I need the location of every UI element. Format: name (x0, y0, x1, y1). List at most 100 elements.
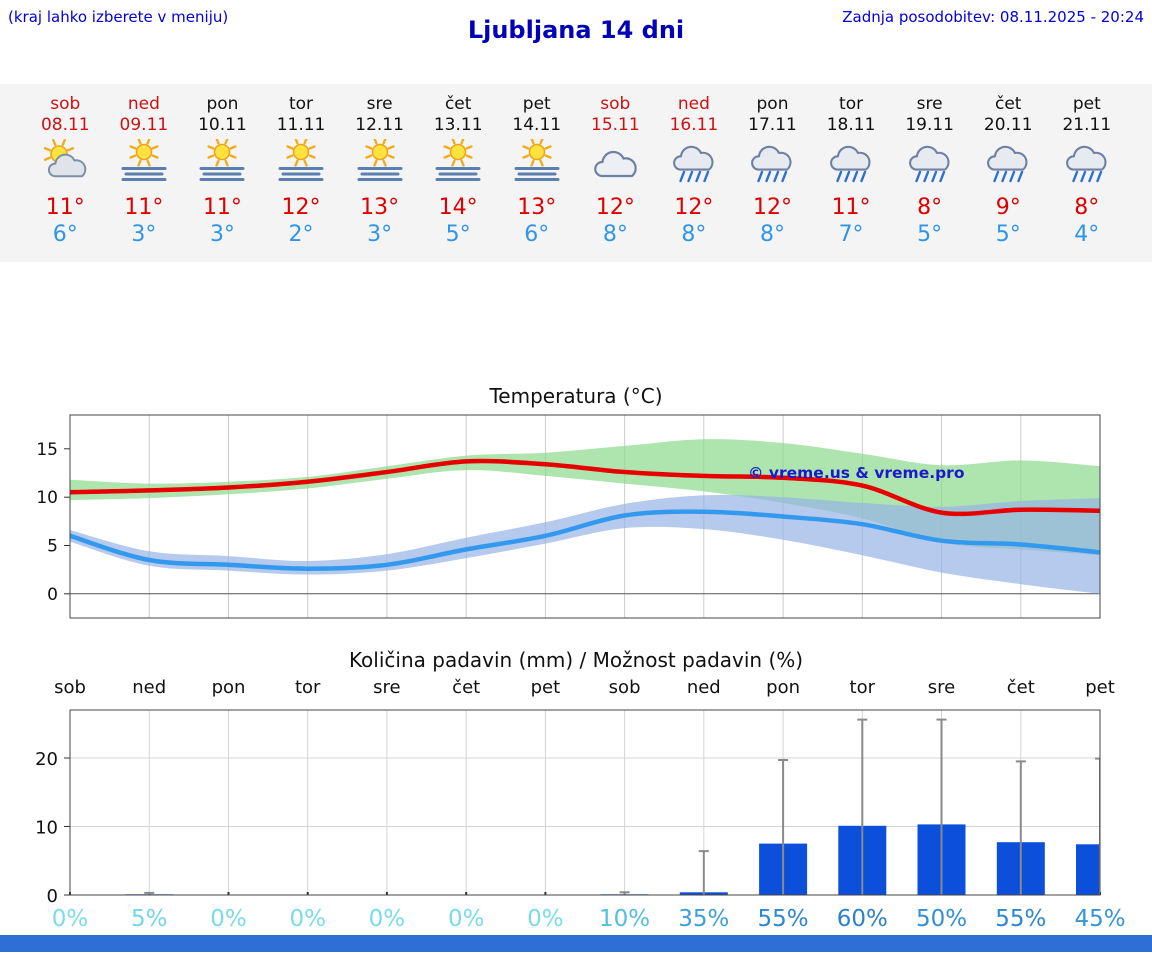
day-low-temp: 5° (995, 222, 1021, 247)
svg-text:10: 10 (36, 488, 58, 508)
precip-probability: 60% (837, 906, 888, 932)
forecast-day-09.11[interactable]: ned 09.11 11° 3° (105, 94, 184, 248)
day-name: sre (366, 94, 393, 114)
day-date: 10.11 (198, 115, 247, 135)
svg-text:0: 0 (47, 585, 58, 605)
precip-probability: 0% (210, 906, 247, 932)
sun-fog-icon (262, 137, 341, 191)
precip-probability: 55% (758, 906, 809, 932)
day-date: 12.11 (355, 115, 404, 135)
precip-probability: 0% (448, 906, 485, 932)
forecast-day-17.11[interactable]: pon 17.11 12° 8° (733, 94, 812, 248)
svg-text:pon: pon (212, 677, 246, 698)
day-name: ned (677, 94, 710, 114)
precip-probability: 0% (527, 906, 564, 932)
day-date: 08.11 (40, 115, 90, 135)
forecast-day-14.11[interactable]: pet 14.11 13° 6° (497, 94, 576, 248)
day-date: 21.11 (1062, 115, 1112, 135)
page-title: Ljubljana 14 dni (467, 16, 685, 44)
day-date: 17.11 (748, 115, 797, 135)
day-name: pon (756, 94, 789, 114)
day-date: 09.11 (119, 115, 169, 135)
precipitation-section: Količina padavin (mm) / Možnost padavin … (0, 648, 1152, 934)
day-date: 19.11 (905, 115, 954, 135)
day-name: pet (522, 94, 551, 114)
svg-text:pon: pon (766, 677, 800, 698)
day-date: 16.11 (669, 115, 719, 135)
forecast-day-19.11[interactable]: sre 19.11 8° 5° (890, 94, 969, 248)
sun-fog-icon (105, 137, 184, 191)
svg-text:sob: sob (609, 677, 641, 698)
svg-text:sre: sre (373, 677, 400, 698)
day-date: 13.11 (433, 115, 483, 135)
precip-probability: 45% (1074, 906, 1125, 932)
precip-probability: 50% (916, 906, 967, 932)
precip-probability: 55% (995, 906, 1046, 932)
precipitation-chart: sob ned pon tor sre čet pet sob ned pon tor sre čet p… (35, 677, 1125, 932)
day-high-temp: 8° (1074, 195, 1100, 220)
svg-text:pet: pet (531, 677, 561, 698)
temperature-chart-title: Temperatura (°C) (489, 384, 663, 408)
precip-probability: 0% (369, 906, 406, 932)
day-low-temp: 3° (131, 222, 157, 247)
svg-text:čet: čet (1007, 677, 1035, 698)
day-high-temp: 11° (45, 195, 85, 220)
day-name: sre (916, 94, 943, 114)
day-name: tor (839, 94, 864, 114)
svg-text:sob: sob (54, 677, 86, 698)
day-low-temp: 5° (917, 222, 943, 247)
svg-text:čet: čet (452, 677, 480, 698)
svg-text:ned: ned (687, 677, 721, 698)
day-low-temp: 4° (1074, 222, 1100, 247)
rain-icon (1048, 139, 1127, 191)
sun-cloud-icon (26, 138, 105, 191)
forecast-day-13.11[interactable]: čet 13.11 14° 5° (419, 94, 498, 248)
forecast-day-08.11[interactable]: sob 08.11 11° 6° (26, 94, 105, 248)
day-high-temp: 12° (752, 195, 792, 220)
day-high-temp: 11° (831, 195, 871, 220)
day-low-temp: 3° (209, 222, 235, 247)
day-name: sob (600, 94, 631, 114)
forecast-strip: sob 08.11 11° 6° ned 09.11 11° 3° pon 10.11 11° 3° t… (0, 84, 1152, 262)
day-high-temp: 13° (517, 195, 557, 220)
svg-text:20: 20 (35, 749, 58, 770)
precip-probability: 0% (289, 906, 326, 932)
day-high-temp: 11° (124, 195, 164, 220)
day-date: 20.11 (983, 115, 1033, 135)
forecast-day-16.11[interactable]: ned 16.11 12° 8° (655, 94, 734, 248)
temperature-chart: 0 5 10 15 © vreme.us & vreme.pro (36, 414, 1101, 619)
forecast-day-15.11[interactable]: sob 15.11 12° 8° (576, 94, 655, 248)
rain-icon (655, 139, 734, 191)
forecast-day-11.11[interactable]: tor 11.11 12° 2° (262, 94, 341, 248)
day-low-temp: 6° (52, 222, 78, 247)
watermark-text: © vreme.us & vreme.pro (748, 464, 964, 482)
precip-probability: 10% (599, 906, 650, 932)
forecast-day-10.11[interactable]: pon 10.11 11° 3° (183, 94, 262, 248)
day-high-temp: 8° (917, 195, 943, 220)
day-date: 18.11 (826, 115, 876, 135)
svg-text:0: 0 (47, 886, 58, 907)
day-low-temp: 8° (759, 222, 785, 247)
rain-icon (812, 139, 891, 191)
sun-fog-icon (183, 137, 262, 191)
rain-icon (969, 139, 1048, 191)
svg-text:5: 5 (47, 537, 58, 557)
temperature-section: Temperatura (°C) 0 5 10 15 © vreme.us & vrem… (0, 384, 1152, 624)
forecast-day-12.11[interactable]: sre 12.11 13° 3° (340, 94, 419, 248)
rain-icon (733, 139, 812, 191)
day-name: ned (127, 94, 160, 114)
day-high-temp: 12° (281, 195, 321, 220)
forecast-day-18.11[interactable]: tor 18.11 11° 7° (812, 94, 891, 248)
day-name: sob (50, 94, 81, 114)
day-date: 14.11 (512, 115, 562, 135)
day-low-temp: 5° (445, 222, 471, 247)
day-high-temp: 12° (595, 195, 635, 220)
cloudy-icon (576, 139, 655, 191)
day-low-temp: 3° (367, 222, 393, 247)
forecast-day-21.11[interactable]: pet 21.11 8° 4° (1048, 94, 1127, 248)
svg-text:sre: sre (928, 677, 955, 698)
day-name: tor (288, 94, 314, 114)
day-name: čet (994, 94, 1022, 114)
forecast-day-20.11[interactable]: čet 20.11 9° 5° (969, 94, 1048, 248)
day-high-temp: 12° (674, 195, 714, 220)
